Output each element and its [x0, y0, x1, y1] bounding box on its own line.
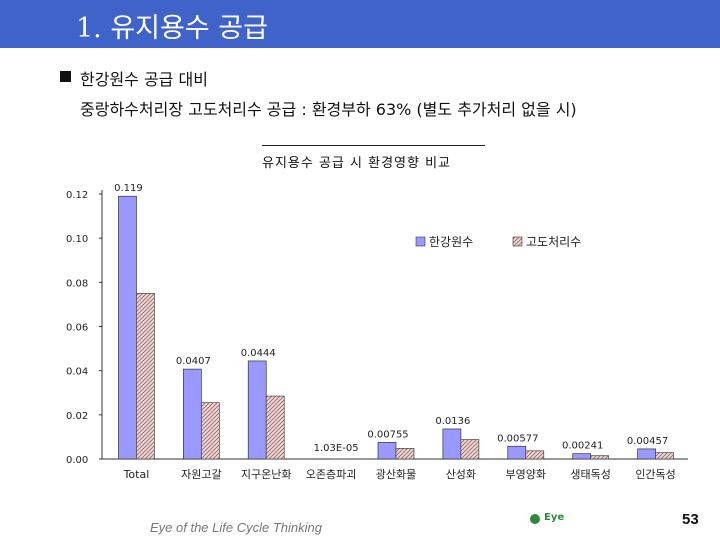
bar-advanced-4	[395, 448, 415, 460]
chart-title-rule	[262, 145, 485, 146]
x-tick-label: 자원고갈	[181, 467, 221, 481]
x-tick-label: 지구온난화	[241, 468, 292, 481]
bar-advanced-0	[136, 293, 155, 460]
bar-advanced-7	[590, 455, 610, 460]
x-tick-label: 오존층파괴	[306, 468, 357, 481]
legend-label: 고도처리수	[526, 235, 581, 249]
bullet-square-icon	[60, 71, 71, 82]
y-tick-label: 0.08	[66, 278, 88, 289]
bar-advanced-5	[460, 439, 480, 460]
bar-hangang-8	[637, 448, 656, 460]
footer-tagline: Eye of the Life Cycle Thinking	[150, 520, 322, 535]
data-label: 1.03E-05	[314, 443, 359, 454]
y-tick-label: 0.12	[66, 190, 88, 201]
legend-label: 한강원수	[429, 235, 473, 249]
x-tick-label: 부영양화	[506, 468, 546, 481]
bar-advanced-6	[525, 450, 545, 460]
page-number: 53	[682, 511, 699, 528]
chart-title: 유지용수 공급 시 환경영향 비교	[262, 156, 452, 171]
bar-hangang-2	[247, 360, 267, 460]
x-tick-label: 인간독성	[635, 468, 675, 481]
x-tick-label: 광산화물	[376, 468, 416, 481]
bar-advanced-2	[265, 395, 285, 460]
bar-hangang-4	[377, 441, 397, 460]
bar-advanced-8	[655, 452, 674, 460]
header-bar: 1. 유지용수 공급	[0, 0, 720, 48]
bar-hangang-0	[118, 195, 137, 460]
bar-hangang-5	[442, 428, 462, 460]
legend-swatch	[415, 236, 426, 247]
bar-advanced-1	[200, 402, 220, 460]
y-tick-label: 0.06	[66, 323, 88, 334]
bar-hangang-1	[182, 368, 202, 460]
data-label: 0.0136	[435, 416, 470, 427]
data-label: 0.00457	[627, 436, 668, 447]
y-tick-label: 0.10	[66, 234, 88, 245]
y-tick-label: 0.02	[66, 411, 88, 422]
legend-swatch	[512, 236, 523, 247]
data-label: 0.00755	[367, 429, 408, 440]
y-tick-label: 0.04	[66, 367, 88, 378]
bullet-text-2: 중랑하수처리장 고도처리수 공급 : 환경부하 63% (별도 추가처리 없을 …	[80, 100, 577, 119]
logo-text: Eye	[544, 512, 565, 523]
bar-hangang-7	[572, 453, 592, 460]
data-label: 0.00577	[497, 433, 538, 444]
data-label: 0.0444	[241, 348, 276, 359]
x-tick-label: Total	[123, 468, 150, 481]
data-label: 0.00241	[562, 441, 603, 452]
data-label: 0.119	[114, 183, 143, 194]
eye-logo: Eye	[530, 512, 570, 526]
data-label: 0.0407	[176, 356, 211, 367]
x-tick-label: 산성화	[446, 468, 476, 481]
bullet-text-1: 한강원수 공급 대비	[80, 70, 208, 89]
logo-dot-icon	[530, 514, 540, 524]
slide-title: 1. 유지용수 공급	[76, 13, 268, 44]
x-tick-label: 생태독성	[570, 468, 610, 481]
y-tick-label: 0.00	[66, 455, 88, 466]
bar-hangang-6	[507, 445, 527, 460]
